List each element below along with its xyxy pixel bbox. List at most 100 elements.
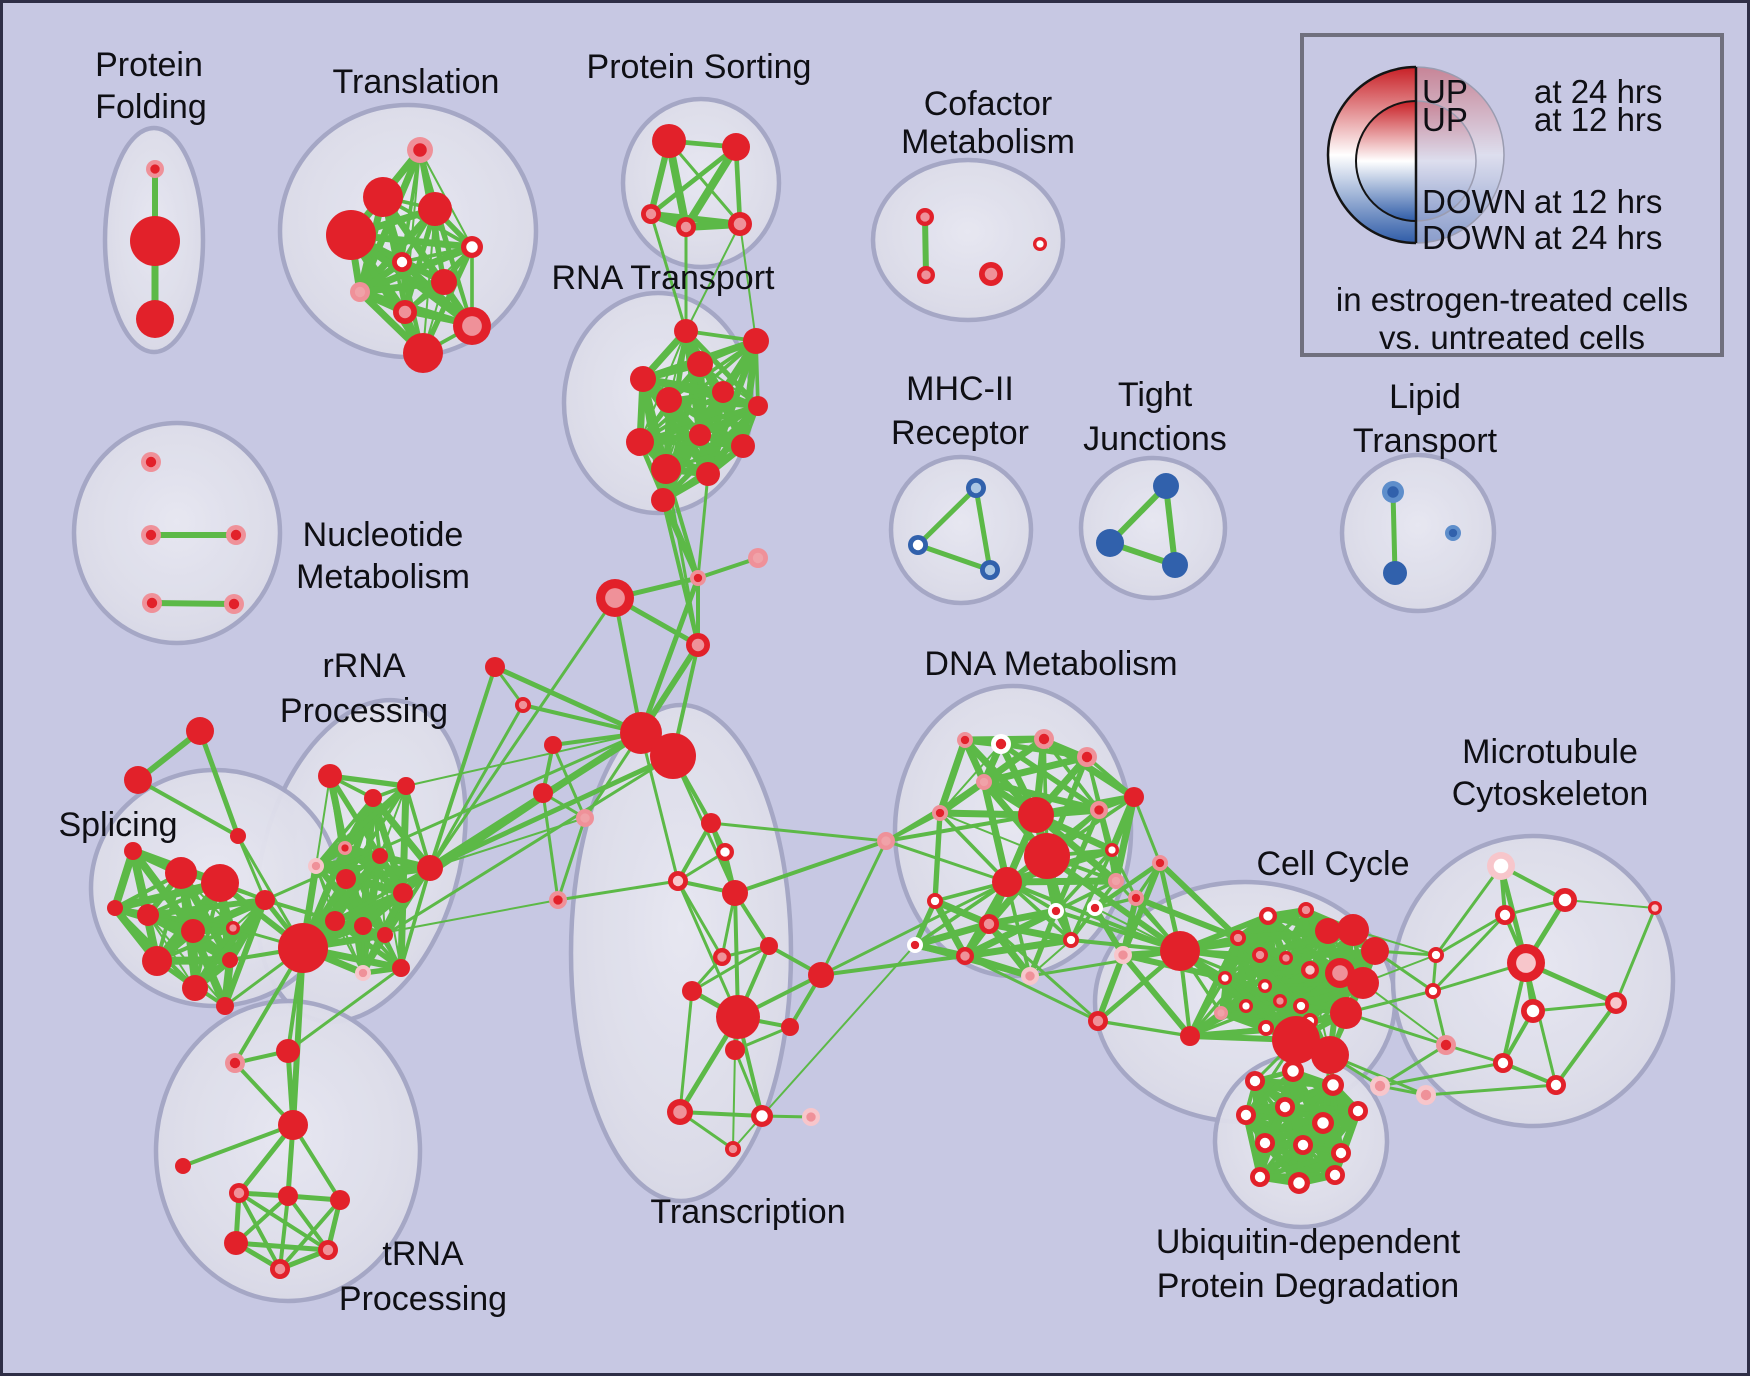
- cluster-ellipse-lt: [1339, 452, 1497, 614]
- network-node-tri-0: [186, 717, 214, 745]
- network-node-tl-1: [363, 177, 403, 217]
- network-node-ps-2: [641, 204, 661, 224]
- cluster-label-tj-line1: Tight: [1118, 376, 1193, 414]
- network-node-cy-13: [1279, 951, 1293, 965]
- node-outer-ring-24hrs: [712, 381, 734, 403]
- node-outer-ring-24hrs: [656, 387, 682, 413]
- network-node-sp-0: [165, 857, 197, 889]
- edge-dm: [1029, 939, 1072, 977]
- node-outer-ring-24hrs: [743, 328, 769, 354]
- edge-tc: [678, 1110, 764, 1118]
- edge-tc: [690, 944, 771, 993]
- edge-tr2: [237, 1191, 330, 1252]
- node-inner-core-12hrs: [1387, 486, 1399, 498]
- edge-ps: [682, 143, 740, 231]
- edge-dm: [938, 811, 1009, 884]
- network-node-tl-10: [403, 333, 443, 373]
- node-inner-core-12hrs: [1352, 1105, 1364, 1117]
- node-inner-core-12hrs: [1499, 909, 1511, 921]
- network-node-tr2-0: [225, 1053, 245, 1073]
- node-inner-core-12hrs: [733, 217, 747, 231]
- cluster-label-lt-line1: Lipid: [1389, 378, 1461, 416]
- node-inner-core-12hrs: [413, 143, 427, 157]
- edge-conn: [492, 664, 644, 736]
- network-node-pf-2: [136, 300, 174, 338]
- edge-dm: [1085, 755, 1136, 799]
- node-inner-core-12hrs: [1261, 982, 1269, 990]
- network-node-mt-11: [1416, 1085, 1436, 1105]
- network-node-tri-1: [124, 766, 152, 794]
- node-inner-core-12hrs: [1131, 893, 1141, 903]
- edge-ub: [1243, 1112, 1263, 1180]
- edge-mt: [1434, 864, 1503, 957]
- network-node-cy-17: [1258, 979, 1272, 993]
- node-outer-ring-24hrs: [1160, 931, 1200, 971]
- node-outer-ring-24hrs: [372, 848, 388, 864]
- network-node-cy-28: [1218, 971, 1232, 985]
- edge-conn-sp: [263, 731, 643, 902]
- network-node-ub-10: [1250, 1167, 1270, 1187]
- node-inner-core-12hrs: [1293, 1177, 1305, 1189]
- node-inner-core-12hrs: [1374, 1080, 1386, 1092]
- legend-time: at 12 hrs: [1534, 101, 1663, 138]
- network-node-rr-12: [355, 965, 371, 981]
- node-outer-ring-24hrs: [326, 210, 376, 260]
- edge-conn-tc: [733, 839, 888, 895]
- edge-mt: [1524, 961, 1558, 1087]
- node-outer-ring-24hrs: [224, 1231, 248, 1255]
- network-node-tl-0: [407, 137, 433, 163]
- node-inner-core-12hrs: [605, 588, 625, 608]
- network-node-rr-6: [372, 848, 388, 864]
- node-inner-core-12hrs: [1329, 1169, 1341, 1181]
- node-outer-ring-24hrs: [687, 351, 713, 377]
- node-inner-core-12hrs: [145, 456, 157, 468]
- node-outer-ring-24hrs: [533, 783, 553, 803]
- edge-ps-rt: [739, 223, 757, 342]
- network-node-tl-2: [418, 192, 452, 226]
- network-node-mh-1: [908, 535, 928, 555]
- network-node-sp-1: [201, 864, 239, 902]
- node-outer-ring-24hrs: [674, 319, 698, 343]
- edge-conn-rr: [428, 703, 525, 870]
- node-outer-ring-24hrs: [701, 813, 721, 833]
- network-node-ub-9: [1331, 1143, 1351, 1163]
- node-inner-core-12hrs: [920, 212, 930, 222]
- cluster-label-mh-line1: MHC-II: [906, 370, 1014, 408]
- node-outer-ring-24hrs: [255, 890, 275, 910]
- edge-tl: [356, 205, 439, 296]
- network-node-sp-2: [137, 904, 159, 926]
- edge-dm: [931, 897, 969, 960]
- node-inner-core-12hrs: [1221, 974, 1229, 982]
- node-outer-ring-24hrs: [760, 937, 778, 955]
- network-node-dm-12: [1048, 903, 1064, 919]
- edge-rr: [361, 924, 403, 970]
- node-inner-core-12hrs: [1240, 1109, 1252, 1121]
- network-node-ub-11: [1288, 1172, 1310, 1194]
- cluster-ellipse-mh: [888, 454, 1034, 606]
- edge-tc: [676, 821, 713, 883]
- node-inner-core-12hrs: [1297, 1139, 1309, 1151]
- node-inner-core-12hrs: [935, 808, 945, 818]
- edge-sp-rr: [263, 898, 337, 923]
- node-inner-core-12hrs: [1081, 751, 1093, 763]
- legend-faded-half: [1416, 67, 1504, 243]
- edge-rr: [313, 853, 383, 869]
- network-node-mh-2: [980, 560, 1000, 580]
- edge-cm: [922, 214, 929, 278]
- legend-footnote-2: vs. untreated cells: [1379, 319, 1645, 356]
- network-node-pf-0: [146, 160, 164, 178]
- network-node-dm-7: [1018, 797, 1054, 833]
- edge-rt-conn: [660, 497, 701, 581]
- edge-conn-rr: [428, 665, 497, 870]
- node-inner-core-12hrs: [756, 1110, 768, 1122]
- node-inner-core-12hrs: [1493, 858, 1509, 874]
- network-node-rt-7: [689, 424, 711, 446]
- node-inner-core-12hrs: [1111, 876, 1121, 886]
- node-inner-core-12hrs: [693, 573, 703, 583]
- network-node-conn-6: [877, 832, 895, 850]
- edge-rr-conn: [428, 596, 617, 870]
- network-node-sp-4: [226, 921, 240, 935]
- node-inner-core-12hrs: [229, 924, 237, 932]
- node-inner-core-12hrs: [1217, 1009, 1225, 1017]
- network-node-ub-4: [1236, 1105, 1256, 1125]
